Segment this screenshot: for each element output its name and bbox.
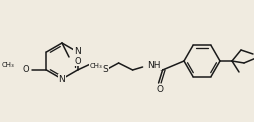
Text: N: N <box>74 47 81 56</box>
Text: N: N <box>58 75 65 83</box>
Text: CH₃: CH₃ <box>90 63 102 69</box>
Text: O: O <box>22 66 29 75</box>
Text: CH₃: CH₃ <box>2 62 14 68</box>
Text: O: O <box>155 86 163 95</box>
Text: NH: NH <box>147 61 161 70</box>
Text: S: S <box>102 66 108 75</box>
Text: O: O <box>74 56 81 66</box>
